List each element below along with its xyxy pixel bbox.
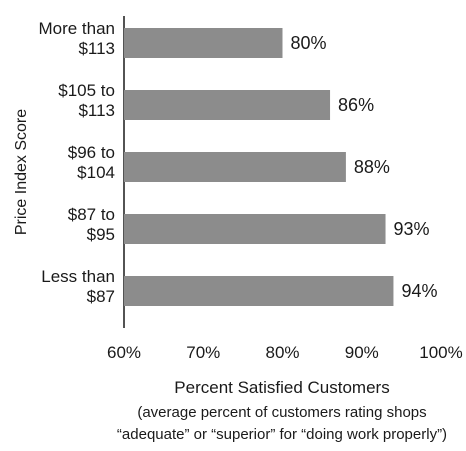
x-tick-label: 80% (265, 343, 299, 362)
category-label-line: $87 (87, 287, 115, 306)
bar (124, 276, 394, 306)
x-axis-label: Percent Satisfied Customers (174, 378, 389, 397)
x-tick-label: 90% (345, 343, 379, 362)
bar-value-label: 80% (291, 33, 327, 53)
category-label: More than $113 (38, 19, 115, 58)
bar (124, 152, 346, 182)
category-label: Less than $87 (41, 267, 115, 306)
bars: 80% 86% 88% 93% 94% (124, 28, 437, 306)
category-label-line: $95 (87, 225, 115, 244)
x-tick-label: 100% (419, 343, 462, 362)
bar-value-label: 86% (338, 95, 374, 115)
x-axis-note: (average percent of customers rating sho… (117, 404, 447, 443)
category-label-line: $87 to (68, 205, 115, 224)
category-label-line: $113 (78, 39, 115, 58)
category-label-line: Less than (41, 267, 115, 286)
y-axis: More than $113$105 to $113$96 to $104$87 to… (38, 16, 125, 328)
category-label-line: $113 (78, 101, 115, 120)
category-label-line: $105 to (58, 81, 115, 100)
category-label: $96 to $104 (68, 143, 115, 182)
category-label: $105 to $113 (58, 81, 115, 120)
y-axis-label: Price Index Score (13, 109, 30, 235)
category-label: $87 to $95 (68, 205, 115, 244)
bar-value-label: 88% (354, 157, 390, 177)
x-axis: 60% 70% 80% 90% 100% (107, 343, 463, 362)
bar (124, 28, 283, 58)
x-tick-label: 70% (186, 343, 220, 362)
bar (124, 214, 386, 244)
bar-value-label: 94% (401, 281, 437, 301)
category-label-line: $104 (77, 163, 115, 182)
x-tick-label: 60% (107, 343, 141, 362)
category-label-line: More than (38, 19, 115, 38)
category-label-line: $96 to (68, 143, 115, 162)
bar (124, 90, 331, 120)
x-axis-note-line: “adequate” or “superior” for “doing work… (117, 426, 447, 443)
bar-value-label: 93% (394, 219, 430, 239)
x-axis-note-line: (average percent of customers rating sho… (137, 404, 426, 421)
